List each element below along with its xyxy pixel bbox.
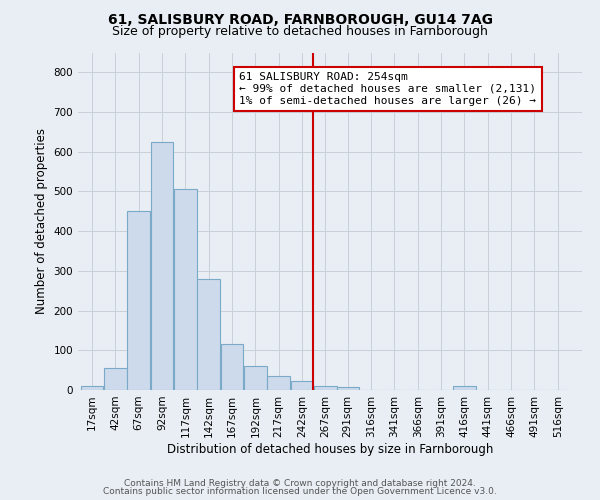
Bar <box>268 376 290 390</box>
Text: 61 SALISBURY ROAD: 254sqm
← 99% of detached houses are smaller (2,131)
1% of sem: 61 SALISBURY ROAD: 254sqm ← 99% of detac… <box>239 72 536 106</box>
Bar <box>197 279 220 390</box>
Bar <box>151 142 173 390</box>
Bar <box>337 387 359 390</box>
Y-axis label: Number of detached properties: Number of detached properties <box>35 128 48 314</box>
Bar <box>174 190 197 390</box>
Text: 61, SALISBURY ROAD, FARNBOROUGH, GU14 7AG: 61, SALISBURY ROAD, FARNBOROUGH, GU14 7A… <box>107 12 493 26</box>
Bar <box>244 366 266 390</box>
Text: Contains HM Land Registry data © Crown copyright and database right 2024.: Contains HM Land Registry data © Crown c… <box>124 478 476 488</box>
Bar <box>221 344 243 390</box>
Bar <box>104 368 127 390</box>
Bar <box>291 382 313 390</box>
Bar <box>453 386 476 390</box>
Bar <box>127 212 150 390</box>
X-axis label: Distribution of detached houses by size in Farnborough: Distribution of detached houses by size … <box>167 442 493 456</box>
Bar <box>314 386 337 390</box>
Text: Contains public sector information licensed under the Open Government Licence v3: Contains public sector information licen… <box>103 487 497 496</box>
Text: Size of property relative to detached houses in Farnborough: Size of property relative to detached ho… <box>112 25 488 38</box>
Bar <box>81 386 103 390</box>
